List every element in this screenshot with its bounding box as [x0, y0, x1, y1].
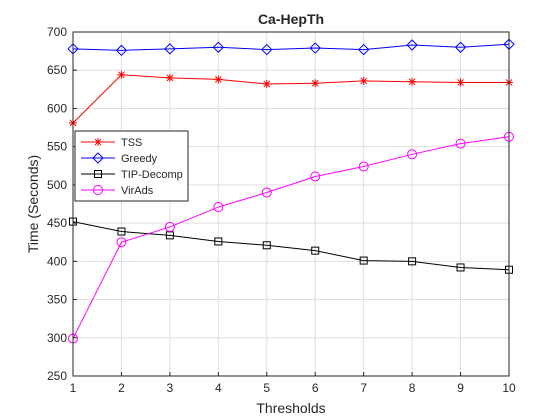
- legend-tss-point: [94, 138, 102, 146]
- tss-line: [72, 74, 509, 124]
- virads-point: [116, 237, 127, 248]
- plot-frame: [72, 31, 510, 377]
- greedy-point: [309, 42, 321, 54]
- tip-decomp-point: [408, 257, 417, 266]
- tss-point: [456, 78, 465, 87]
- y-tick-label: 250: [47, 369, 67, 383]
- x-tick-label: 1: [70, 381, 77, 395]
- tss-point: [165, 73, 174, 82]
- plot-background: [73, 32, 509, 376]
- tip-decomp-line: [72, 221, 510, 271]
- y-tick-label: 600: [47, 101, 67, 115]
- tss-point: [408, 77, 417, 86]
- x-tick-label: 3: [167, 381, 174, 395]
- greedy-series: [67, 38, 515, 57]
- legend-label: TSS: [121, 137, 142, 149]
- y-tick-label: 550: [47, 140, 67, 154]
- x-tick-label: 2: [118, 381, 125, 395]
- virads-series: [68, 131, 514, 344]
- y-tick-label: 300: [47, 331, 67, 345]
- y-axis-title: Time (Seconds): [25, 155, 41, 253]
- x-tick-label: 5: [263, 381, 270, 395]
- legend-label: TIP-Decomp: [121, 169, 183, 181]
- x-tick-label: 10: [502, 381, 516, 395]
- x-axis-title: Thresholds: [256, 400, 325, 416]
- tip-decomp-point: [359, 256, 368, 265]
- virads-point: [261, 187, 272, 198]
- legend-label: Greedy: [121, 153, 158, 165]
- x-tick-label: 8: [409, 381, 416, 395]
- tss-point: [359, 76, 368, 85]
- greedy-point: [357, 43, 370, 56]
- y-tick-label: 500: [47, 178, 67, 192]
- legend-greedy-point: [92, 152, 104, 164]
- legend-label: VirAds: [121, 185, 154, 197]
- legend-item-virads: VirAds: [81, 185, 154, 197]
- x-tick-label: 9: [457, 381, 464, 395]
- legend-tip-decomp-point: [94, 170, 102, 178]
- virads-point: [407, 149, 418, 160]
- x-tick-label: 6: [312, 381, 319, 395]
- greedy-line: [72, 43, 510, 51]
- y-tick-label: 450: [47, 216, 67, 230]
- legend-item-greedy: Greedy: [81, 152, 158, 165]
- tip-decomp-point: [311, 246, 320, 255]
- virads-point: [455, 138, 466, 149]
- tss-point: [311, 79, 320, 88]
- tip-decomp-point: [456, 263, 465, 272]
- virads-point: [310, 171, 321, 182]
- virads-point: [358, 161, 369, 172]
- x-tick-label: 4: [215, 381, 222, 395]
- tss-point: [262, 79, 271, 88]
- virads-line: [72, 136, 510, 339]
- tip-decomp-point: [214, 237, 223, 246]
- tip-decomp-point: [262, 241, 271, 250]
- y-tick-label: 700: [47, 25, 67, 39]
- plot-area: 1 2 3 4 5 6 7 8 9 10 250 300 350 400 450 500 550 600 650 70…: [47, 25, 516, 395]
- greedy-point: [212, 41, 225, 53]
- chart-title: Ca-HepTh: [258, 11, 324, 27]
- virads-point: [213, 202, 224, 213]
- y-tick-label: 350: [47, 293, 67, 307]
- y-tick-label: 650: [47, 63, 67, 77]
- virads-point: [164, 221, 175, 232]
- greedy-point: [115, 44, 128, 57]
- greedy-point: [261, 43, 273, 56]
- legend-item-tip-decomp: TIP-Decomp: [81, 169, 183, 181]
- tip-decomp-point: [117, 227, 126, 236]
- series-layer: [67, 38, 515, 344]
- axis-ticks: 1 2 3 4 5 6 7 8 9 10 250 300 350 400 450 500 550 600 650 70…: [47, 25, 516, 395]
- greedy-point: [164, 43, 176, 55]
- legend-virads-point: [93, 185, 103, 195]
- tss-point: [214, 75, 223, 84]
- legend: TSS Greedy TIP-Decomp VirAds: [74, 130, 189, 202]
- x-tick-label: 7: [360, 381, 367, 395]
- legend-item-tss: TSS: [81, 137, 142, 149]
- tss-point: [117, 70, 126, 79]
- greedy-point: [454, 41, 467, 53]
- greedy-point: [406, 39, 418, 51]
- grid-lines: [72, 31, 510, 377]
- y-tick-label: 400: [47, 254, 67, 268]
